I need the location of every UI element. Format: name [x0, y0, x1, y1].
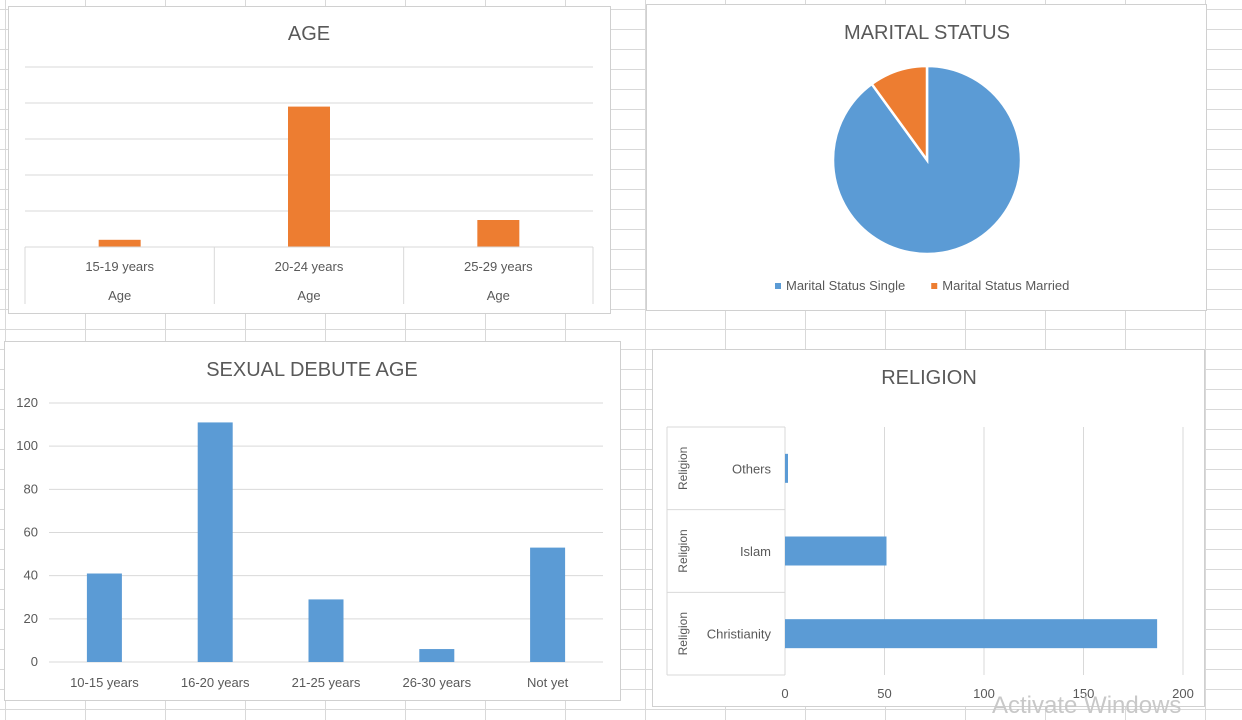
x-tick-label: 200: [1172, 686, 1194, 701]
category-group-label: Religion: [676, 529, 690, 572]
bar-26-30 years: [419, 649, 455, 662]
age-chart[interactable]: AGE 15-19 years Age 20-24 years Age 25-29 yea…: [8, 6, 611, 314]
bar-15-19 years: [98, 239, 141, 247]
legend-label: Marital Status Single: [786, 278, 905, 293]
category-group-label: Age: [297, 288, 320, 303]
y-tick-label: 20: [24, 611, 38, 626]
legend-label: Marital Status Married: [942, 278, 1069, 293]
religion-chart[interactable]: RELIGION 0 50 100 150 200 Others Religion Islam R…: [652, 349, 1205, 707]
bar-Christianity: [785, 619, 1158, 649]
x-tick-label: 10-15 years: [70, 675, 139, 690]
bar-21-25 years: [308, 599, 344, 662]
category-group-label: Age: [487, 288, 510, 303]
legend-swatch: [775, 283, 781, 289]
religion-chart-svg: RELIGION 0 50 100 150 200 Others Religion Islam R…: [666, 367, 1194, 701]
sexual-debut-age-chart[interactable]: SEXUAL DEBUTE AGE 0 20 40 60 80 100 120 10-15 ye…: [4, 341, 621, 701]
x-tick-label: 20-24 years: [275, 259, 344, 274]
y-tick-label: 0: [31, 654, 38, 669]
y-tick-label: 40: [24, 568, 38, 583]
bar-Not yet: [530, 547, 566, 662]
y-tick-label: 100: [16, 438, 38, 453]
category-group-label: Religion: [676, 447, 690, 490]
y-tick-label: 60: [24, 525, 38, 540]
y-tick-label: Christianity: [707, 627, 772, 642]
legend-swatch: [931, 283, 938, 289]
category-group-label: Age: [108, 288, 131, 303]
x-tick-label: 26-30 years: [402, 675, 471, 690]
marital-chart-svg: MARITAL STATUS Marital Status Single Marit…: [775, 22, 1069, 293]
bar-16-20 years: [197, 422, 233, 662]
bar-10-15 years: [86, 573, 122, 662]
bar-Others: [785, 453, 788, 483]
bar-Islam: [785, 536, 887, 566]
chart-title: SEXUAL DEBUTE AGE: [206, 359, 418, 381]
x-tick-label: 21-25 years: [292, 675, 361, 690]
y-tick-label: Islam: [740, 544, 771, 559]
y-tick-label: Others: [732, 461, 772, 476]
x-tick-label: 25-29 years: [464, 259, 533, 274]
x-tick-label: 50: [877, 686, 891, 701]
category-group-label: Religion: [676, 612, 690, 655]
chart-title: AGE: [288, 23, 330, 45]
marital-status-chart[interactable]: MARITAL STATUS Marital Status Single Marit…: [646, 4, 1207, 311]
x-tick-label: 150: [1073, 686, 1095, 701]
x-tick-label: 100: [973, 686, 995, 701]
bar-25-29 years: [477, 220, 520, 247]
x-tick-label: 16-20 years: [181, 675, 250, 690]
sexual-debut-chart-svg: SEXUAL DEBUTE AGE 0 20 40 60 80 100 120 10-15 ye…: [16, 359, 603, 690]
pie-slice-Marital Status Married: [870, 64, 929, 164]
chart-title: RELIGION: [881, 367, 977, 389]
chart-title: MARITAL STATUS: [844, 22, 1010, 44]
activate-windows-watermark: Activate Windows: [992, 692, 1182, 719]
y-tick-label: 120: [16, 395, 38, 410]
y-tick-label: 80: [24, 481, 38, 496]
x-tick-label: 0: [781, 686, 788, 701]
x-tick-label: Not yet: [527, 675, 569, 690]
bar-20-24 years: [288, 106, 330, 247]
age-chart-svg: AGE 15-19 years Age 20-24 years Age 25-29 yea…: [24, 23, 594, 304]
x-tick-label: 15-19 years: [85, 259, 154, 274]
